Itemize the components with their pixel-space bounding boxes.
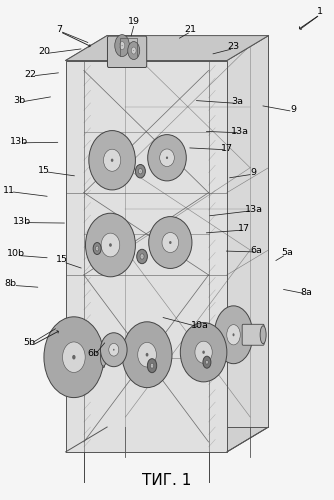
Ellipse shape [101,333,127,366]
Text: 10b: 10b [7,250,25,258]
Ellipse shape [120,42,125,50]
Ellipse shape [260,326,266,344]
Ellipse shape [73,356,75,358]
Text: 17: 17 [237,224,249,233]
Ellipse shape [206,360,208,364]
Ellipse shape [115,34,129,56]
Text: 11: 11 [3,186,15,194]
Text: 17: 17 [221,144,233,153]
FancyBboxPatch shape [82,346,105,368]
Ellipse shape [72,355,75,360]
Ellipse shape [62,342,85,372]
Text: 23: 23 [227,42,239,51]
Ellipse shape [227,324,240,345]
Ellipse shape [140,254,144,259]
Ellipse shape [147,358,157,372]
Text: 1: 1 [317,7,323,16]
Text: 15: 15 [38,166,50,174]
Ellipse shape [162,232,179,252]
Ellipse shape [109,243,112,247]
Polygon shape [227,36,269,452]
Ellipse shape [113,349,115,350]
Polygon shape [107,36,269,427]
Ellipse shape [160,149,174,166]
Ellipse shape [122,322,172,388]
Ellipse shape [131,47,136,54]
Ellipse shape [140,171,141,172]
Ellipse shape [67,347,80,368]
Text: 6b: 6b [88,349,100,358]
Text: 21: 21 [184,25,196,34]
Ellipse shape [97,248,98,249]
Ellipse shape [133,50,134,51]
Text: 3b: 3b [13,96,25,105]
Ellipse shape [104,149,121,172]
Text: 19: 19 [128,17,140,26]
Ellipse shape [203,356,211,368]
Ellipse shape [138,168,142,174]
Text: 9: 9 [250,168,257,177]
Ellipse shape [232,333,234,336]
Ellipse shape [109,344,119,356]
Text: 3a: 3a [231,97,243,106]
Ellipse shape [195,341,212,363]
Text: 5b: 5b [23,338,35,346]
Ellipse shape [146,353,148,356]
Text: 7: 7 [56,25,62,34]
Text: 6а: 6а [251,246,263,254]
Text: 13a: 13a [244,204,263,214]
Ellipse shape [135,164,145,178]
Ellipse shape [89,130,135,190]
Ellipse shape [214,306,253,364]
Ellipse shape [150,363,154,368]
Ellipse shape [137,250,147,264]
Ellipse shape [202,350,205,354]
Ellipse shape [101,233,120,257]
Text: 22: 22 [25,70,37,79]
Ellipse shape [180,322,227,382]
Ellipse shape [148,134,186,181]
Polygon shape [65,60,227,452]
Ellipse shape [111,158,114,162]
Ellipse shape [101,348,107,366]
FancyBboxPatch shape [242,324,264,345]
Polygon shape [65,36,269,60]
Text: 13b: 13b [13,216,31,226]
Ellipse shape [86,213,135,277]
Ellipse shape [122,45,123,46]
Ellipse shape [166,156,168,159]
Ellipse shape [54,328,93,386]
Text: 13a: 13a [231,127,249,136]
Text: 15: 15 [56,256,68,264]
Ellipse shape [44,317,104,398]
Ellipse shape [169,241,172,244]
FancyBboxPatch shape [108,36,147,68]
Text: 9: 9 [290,105,296,114]
Ellipse shape [93,242,101,254]
Ellipse shape [138,342,156,367]
Text: ΤИГ. 1: ΤИГ. 1 [142,474,192,488]
Text: 13b: 13b [10,137,28,146]
Ellipse shape [149,216,192,268]
Text: 5а: 5а [281,248,293,257]
Text: 10а: 10а [191,322,209,330]
Text: 20: 20 [38,47,50,56]
Ellipse shape [96,246,99,251]
Text: 8b: 8b [5,280,17,288]
Text: 8а: 8а [301,288,313,297]
Ellipse shape [128,42,140,60]
